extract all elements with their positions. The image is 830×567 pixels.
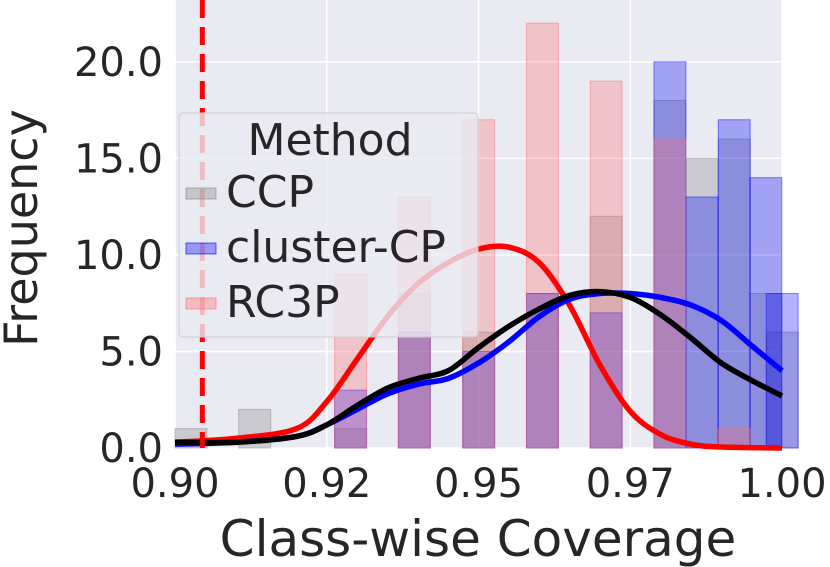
bar-rc3p — [653, 138, 687, 449]
bar-ccp — [749, 293, 783, 449]
y-tick-label: 0.0 — [99, 426, 163, 472]
legend-swatch-ccp — [185, 187, 217, 200]
y-axis-label: Frequency — [0, 109, 48, 347]
bar-ccp — [462, 331, 496, 449]
y-tick-label: 15.0 — [74, 136, 163, 182]
series-rc3p-bars — [334, 22, 751, 449]
y-tick-label: 20.0 — [74, 40, 163, 86]
bar-ccp — [653, 99, 687, 449]
axis-ticks: 0.90 0.92 0.95 0.97 1.00 0.0 5.0 10.0 15.0 20.0 — [74, 40, 827, 507]
x-axis-label: Class-wise Coverage — [220, 510, 737, 567]
legend-label-ccp: CCP — [226, 167, 314, 218]
bar-ccp — [589, 215, 623, 449]
bar-cluster-cp — [749, 177, 783, 449]
y-tick-label: 5.0 — [99, 329, 163, 375]
histogram-bars — [174, 22, 799, 449]
x-tick-label: 0.95 — [434, 461, 523, 507]
bar-rc3p — [589, 80, 623, 449]
bar-cluster-cp — [685, 196, 719, 449]
kde-ccp — [174, 288, 784, 446]
kde-curves — [174, 243, 784, 451]
legend-title: Method — [247, 115, 412, 166]
legend-box — [178, 112, 479, 338]
bar-rc3p — [525, 22, 559, 449]
bar-ccp — [717, 138, 751, 449]
kde-rc3p — [174, 243, 783, 451]
bar-cluster-cp — [653, 61, 687, 449]
x-tick-label: 0.97 — [586, 461, 675, 507]
legend-swatch-cluster-cp — [185, 242, 217, 255]
x-tick-label: 1.00 — [737, 461, 826, 507]
legend-label-cluster-cp: cluster-CP — [226, 222, 446, 273]
bar-ccp — [334, 428, 368, 449]
x-tick-label: 0.90 — [130, 461, 219, 507]
x-tick-label: 0.92 — [282, 461, 371, 507]
series-cluster-cp-bars — [334, 61, 799, 449]
y-tick-label: 10.0 — [74, 233, 163, 279]
bar-cluster-cp — [765, 293, 799, 449]
bar-cluster-cp — [717, 119, 751, 449]
legend-swatch-rc3p — [185, 297, 217, 310]
legend-label-rc3p: RC3P — [226, 277, 340, 328]
